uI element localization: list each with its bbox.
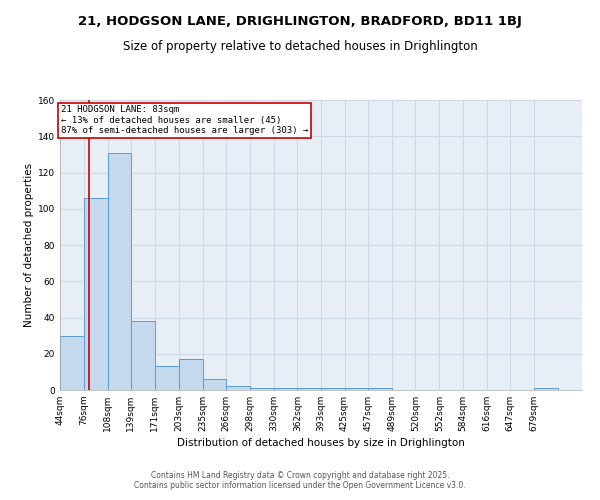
Bar xyxy=(179,359,203,390)
Bar xyxy=(60,336,84,390)
Bar xyxy=(344,388,368,390)
Text: 21, HODGSON LANE, DRIGHLINGTON, BRADFORD, BD11 1BJ: 21, HODGSON LANE, DRIGHLINGTON, BRADFORD… xyxy=(78,15,522,28)
Y-axis label: Number of detached properties: Number of detached properties xyxy=(24,163,34,327)
Bar xyxy=(226,386,250,390)
Text: 21 HODGSON LANE: 83sqm
← 13% of detached houses are smaller (45)
87% of semi-det: 21 HODGSON LANE: 83sqm ← 13% of detached… xyxy=(61,106,308,135)
Bar xyxy=(203,379,226,390)
Bar xyxy=(320,388,344,390)
Bar xyxy=(131,321,155,390)
Bar xyxy=(368,388,392,390)
Bar xyxy=(155,366,179,390)
Text: Contains HM Land Registry data © Crown copyright and database right 2025.
Contai: Contains HM Land Registry data © Crown c… xyxy=(134,470,466,490)
Bar xyxy=(108,152,131,390)
Bar xyxy=(274,388,298,390)
Bar xyxy=(84,198,108,390)
Bar xyxy=(298,388,320,390)
Text: Size of property relative to detached houses in Drighlington: Size of property relative to detached ho… xyxy=(122,40,478,53)
Bar xyxy=(250,388,274,390)
X-axis label: Distribution of detached houses by size in Drighlington: Distribution of detached houses by size … xyxy=(177,438,465,448)
Bar xyxy=(534,388,558,390)
